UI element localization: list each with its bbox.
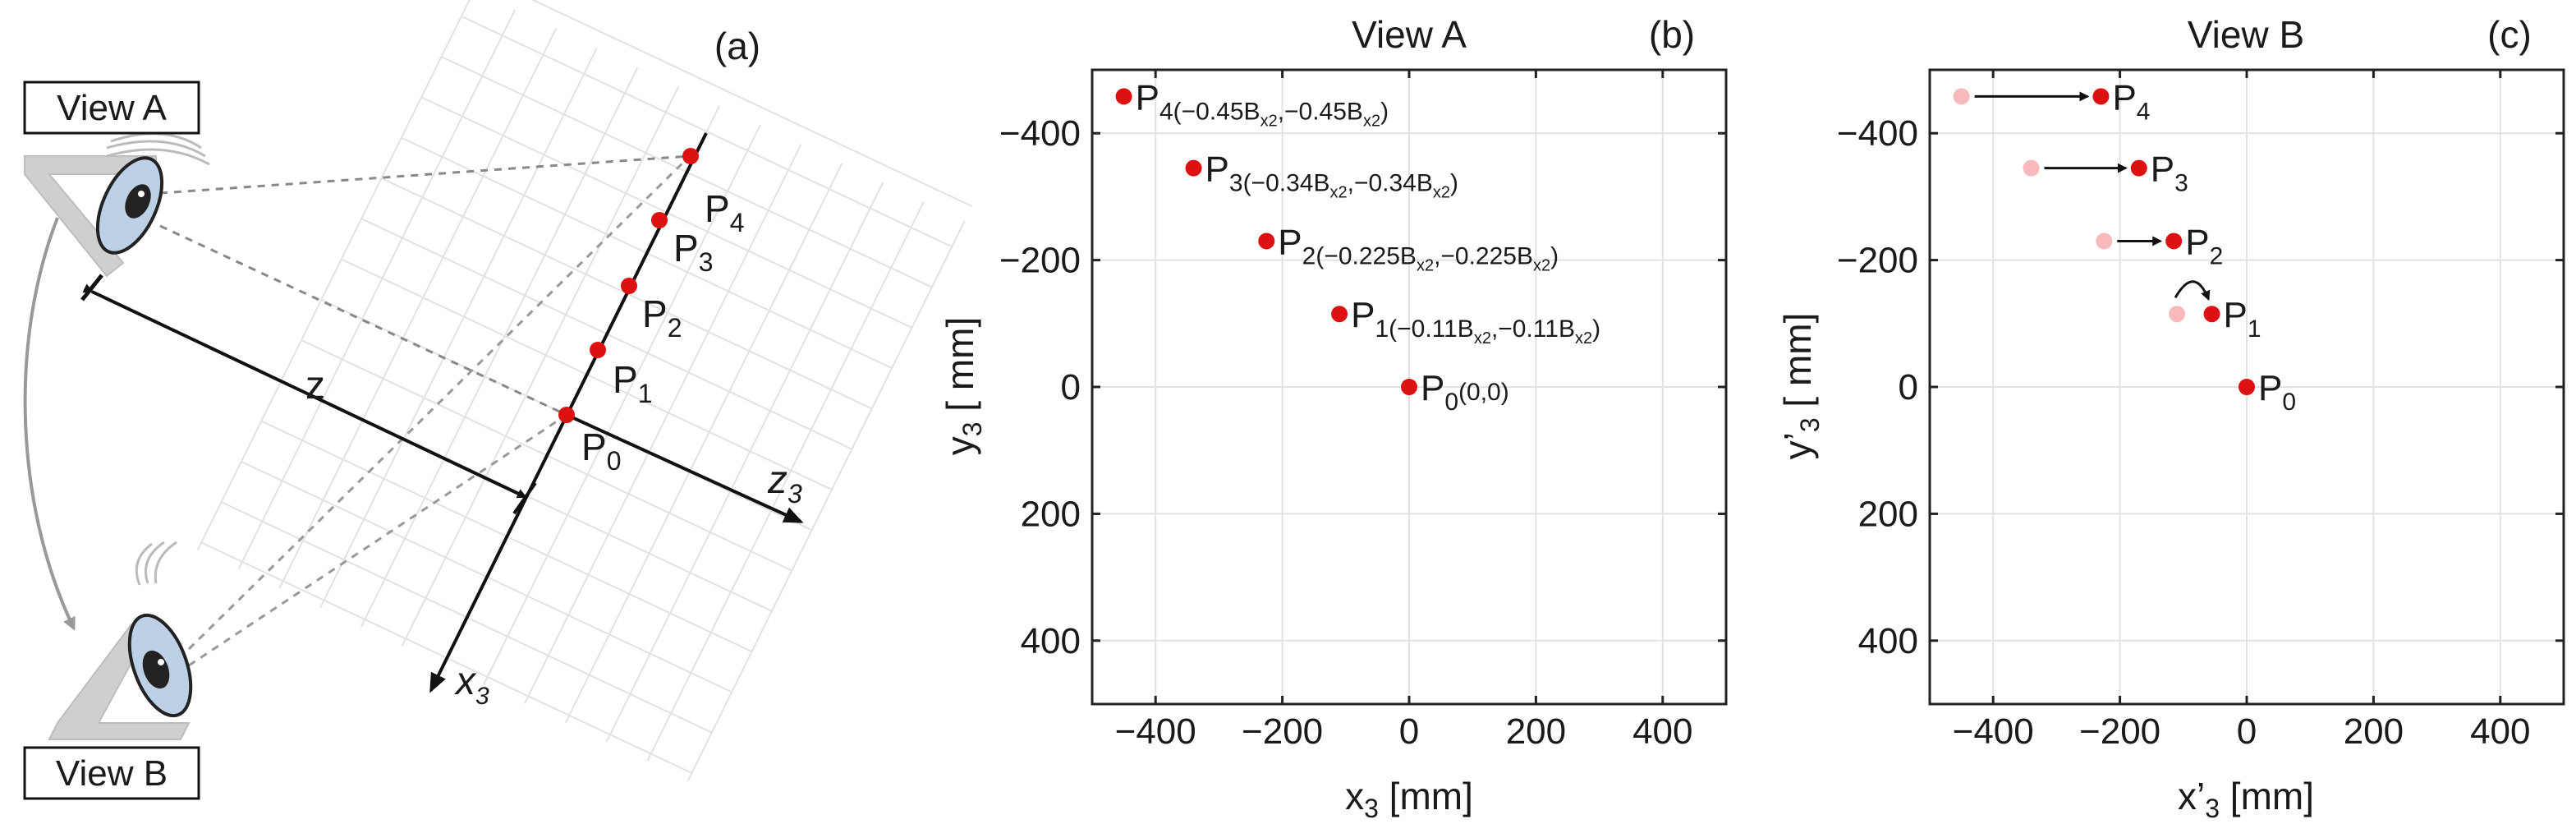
x-tick-label: −200 [2079,711,2160,752]
point-p2 [1258,232,1275,250]
grid-line [483,124,761,685]
x3-axis-label: x3 [454,660,489,710]
axis-point-p4 [682,148,699,164]
panel-b-xlabel: x3 [mm] [1345,775,1473,823]
y-tick-label: −400 [999,113,1081,154]
x-tick-label: 200 [1506,711,1566,752]
axis-point-label-p2: P2 [642,292,682,343]
point-label-p4: P4(−0.45Bx2,−0.45Bx2) [1136,77,1389,130]
y-tick-label: 0 [1899,367,1918,407]
original-point-p1 [2169,306,2186,323]
grid-line [196,0,471,550]
grid-line [646,201,925,762]
shifted-point-label-p1: P1 [2224,295,2261,343]
y-tick-label: −200 [999,241,1081,281]
y-tick-label: −400 [1837,113,1918,154]
shift-arrow-p1 [2174,280,2211,302]
distance-z-arrow [82,283,527,499]
shifted-point-p0 [2239,379,2255,395]
y-tick-label: −200 [1837,241,1918,281]
x-tick-label: 400 [2470,711,2530,752]
plot-b-axes: −400 −400 −200 −200 0 0 200 200 400 400 P0(0,0) P1(… [999,68,1728,752]
axis-point-label-p1: P1 [613,358,652,408]
x-tick-label: −400 [1115,711,1196,752]
panel-c-label: (c) [2487,13,2532,56]
axis-point-label-p0: P0 [581,426,621,476]
panel-c-xlabel: x’3 [mm] [2178,775,2314,823]
point-p3 [1185,159,1202,177]
grid-line [237,9,517,570]
point-coord-p0: (0,0) [1458,379,1509,406]
point-label-p2: P2(−0.225Bx2,−0.225Bx2) [1278,222,1559,274]
axis-point-label-p3: P3 [673,227,713,277]
shifted-point-label-p4: P4 [2112,77,2150,125]
grid-line [524,143,802,704]
grid-line [605,182,884,743]
grid-line [278,28,557,589]
panel-b-view-a-plot: View A (b) −400 −400 −200 −200 0 0 200 200 400 40… [939,13,1728,823]
grid-line [461,15,953,248]
x-tick-label: 200 [2344,711,2404,752]
shifted-point-label-p2: P2 [2185,222,2223,269]
point-p1 [1331,306,1348,323]
y-tick-label: 400 [1858,621,1918,661]
point-p0 [1401,379,1417,395]
panel-c-view-b-plot: View B (c) −400 −400 −200 −200 0 0 200 200 400 40… [1776,13,2565,823]
y-tick-label: 0 [1061,367,1081,407]
distance-z-tick [80,274,103,302]
view-change-arrow [23,217,76,631]
panel-c-title: View B [2188,13,2304,56]
x-tick-label: −200 [1242,711,1323,752]
eye-icon-view-b [48,541,193,740]
panel-b-title: View A [1352,13,1467,56]
panel-c-ylabel: y’3 [ mm] [1776,313,1825,460]
axis-point-p0 [558,407,575,423]
x-tick-label: 0 [1399,711,1419,752]
grid-line [530,0,972,207]
panel-b-label: (b) [1649,13,1695,56]
panel-a-label: (a) [714,25,760,67]
shifted-point-p4 [2092,88,2110,105]
grid-line [319,48,598,608]
view-a-label-box [23,81,200,135]
shifted-point-p3 [2130,159,2147,177]
view-b-label: View B [56,753,168,794]
y-tick-label: 200 [1858,494,1918,534]
z3-axis-label: z3 [767,458,802,509]
z3-axis-line [566,413,804,523]
x-tick-label: −400 [1953,711,2034,752]
grid-line [564,163,843,724]
grid-line [401,85,680,647]
grid-line [687,220,966,781]
z-label: z [305,364,325,407]
view-a-label: View A [57,88,167,128]
x-tick-label: 400 [1632,711,1692,752]
y-tick-label: 400 [1021,621,1081,661]
panel-b-ylabel: y3 [ mm] [939,317,987,456]
axis-point-p3 [651,212,668,228]
shifted-point-label-p0: P0 [2258,368,2296,416]
shifted-point-p2 [2165,232,2183,250]
original-point-p3 [2023,159,2040,177]
axis-point-p1 [590,342,606,358]
original-point-p4 [1953,88,1970,105]
sight-lines-view-b [187,154,691,667]
x-tick-label: 0 [2237,711,2257,752]
point-label-p1: P1(−0.11Bx2,−0.11Bx2) [1351,295,1600,348]
axis-point-p2 [621,278,637,294]
view-b-label-box [23,746,200,800]
shifted-point-label-p3: P3 [2151,150,2188,197]
shifted-point-p1 [2203,306,2220,323]
point-label-p3: P3(−0.34Bx2,−0.34Bx2) [1205,150,1458,202]
eye-icon-view-a [24,132,210,278]
point-p4 [1115,88,1132,105]
axis-point-label-p4: P4 [705,187,744,237]
y-tick-label: 200 [1021,494,1081,534]
original-point-p2 [2096,232,2113,250]
point-label-p0: P0(0,0) [1421,368,1509,416]
